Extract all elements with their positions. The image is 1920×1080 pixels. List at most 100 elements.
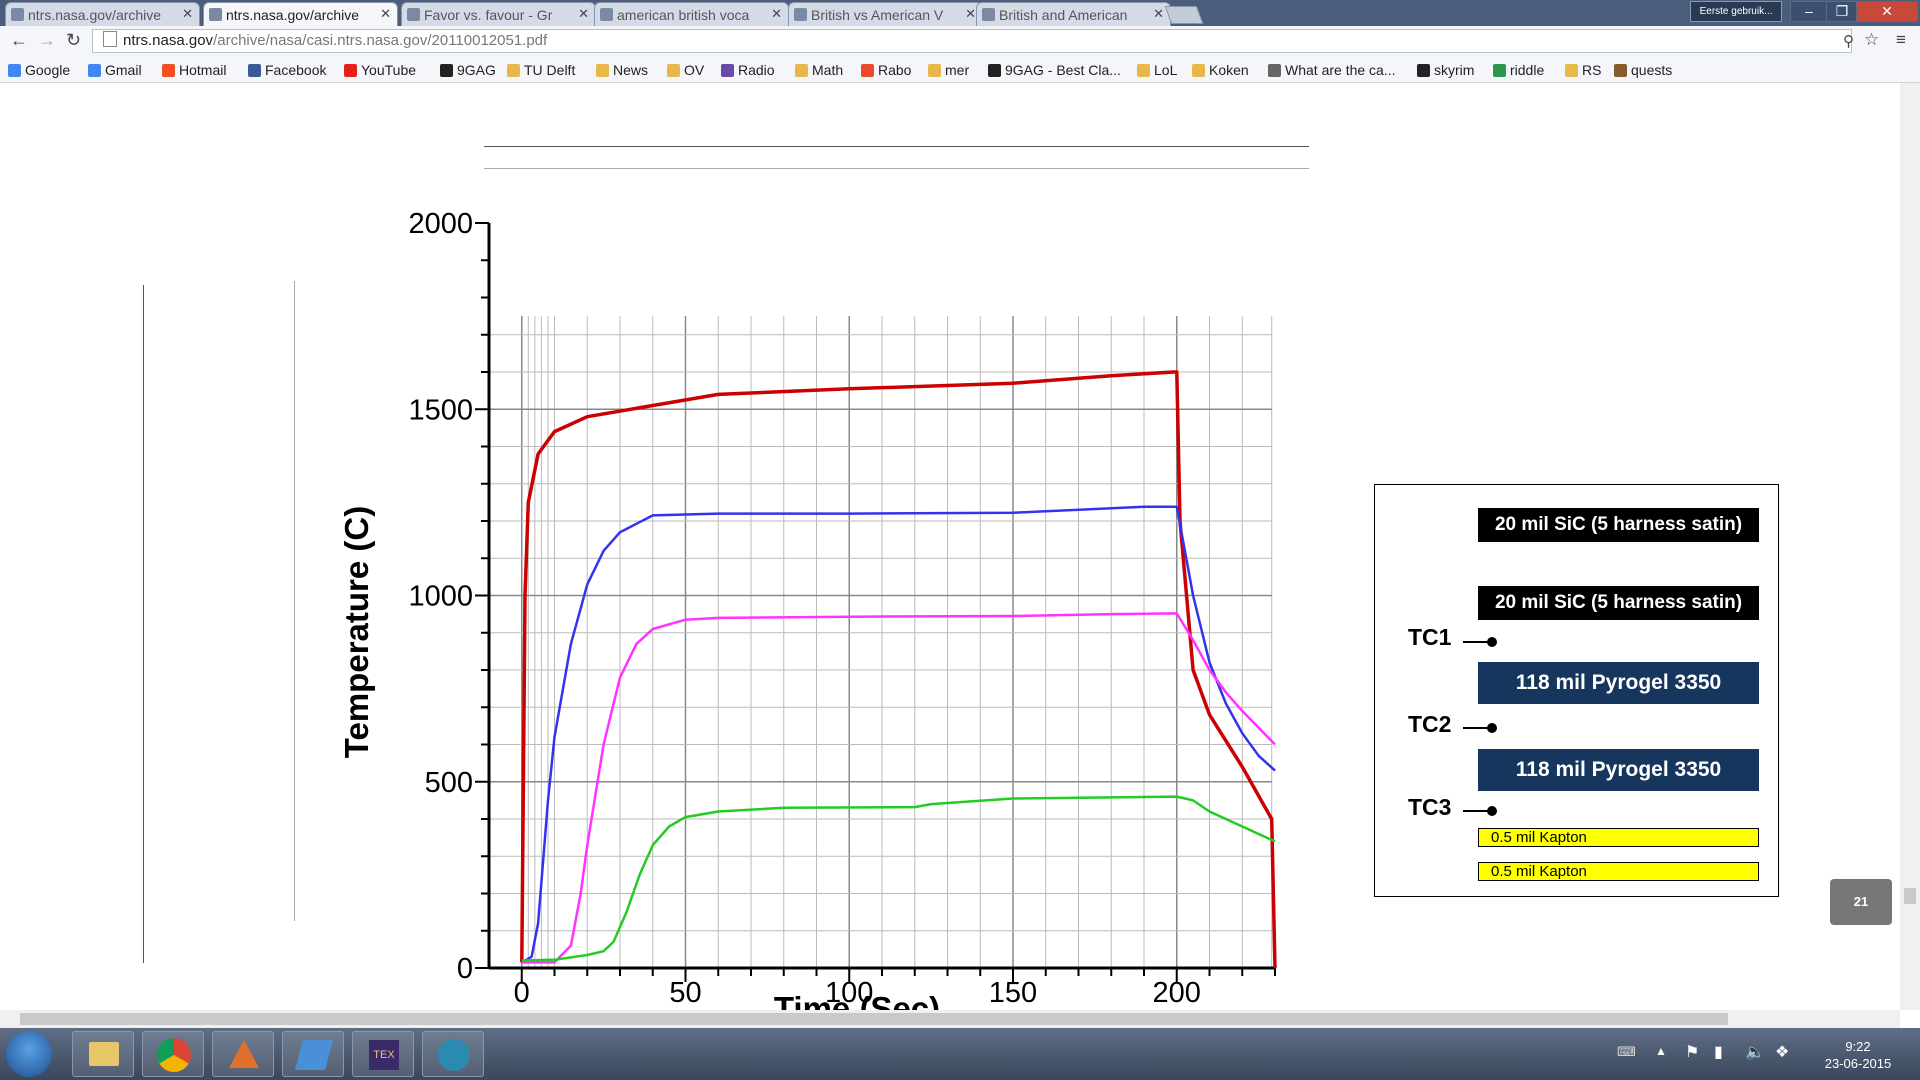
bookmark-icon	[507, 64, 520, 77]
tab-5[interactable]: British vs American V ✕	[788, 2, 983, 26]
close-tab-icon[interactable]: ✕	[380, 6, 391, 21]
clock-time: 9:22	[1845, 1039, 1871, 1054]
x-tick-label: 150	[989, 977, 1037, 1009]
start-button[interactable]	[6, 1031, 52, 1077]
address-bar[interactable]: ntrs.nasa.gov/archive/nasa/casi.ntrs.nas…	[92, 29, 1852, 53]
bookmark-12[interactable]: Rabo	[861, 62, 911, 78]
texstudio-icon[interactable]	[282, 1031, 344, 1077]
tab-label: British and American	[999, 7, 1128, 23]
forward-icon[interactable]: →	[38, 30, 56, 50]
bookmark-16[interactable]: Koken	[1192, 62, 1249, 78]
bookmark-icon	[1417, 64, 1430, 77]
layer-pyrogel-1: 118 mil Pyrogel 3350	[1478, 662, 1759, 704]
bookmark-19[interactable]: riddle	[1493, 62, 1544, 78]
bookmark-label: TU Delft	[524, 62, 576, 78]
minimize-button[interactable]: ‒	[1790, 1, 1828, 22]
bookmark-4[interactable]: Facebook	[248, 62, 326, 78]
app-icon[interactable]	[422, 1031, 484, 1077]
bookmark-icon	[162, 64, 175, 77]
tc2-dot-icon	[1487, 723, 1497, 733]
close-tab-icon[interactable]: ✕	[1153, 6, 1164, 21]
volume-icon[interactable]: 🔈	[1745, 1044, 1765, 1061]
bookmark-7[interactable]: TU Delft	[507, 62, 575, 78]
bookmark-label: LoL	[1154, 62, 1178, 78]
bookmark-9[interactable]: OV	[667, 62, 704, 78]
tab-1[interactable]: ntrs.nasa.gov/archive ✕	[5, 2, 200, 26]
bookmark-11[interactable]: Math	[795, 62, 843, 78]
bookmark-label: OV	[684, 62, 705, 78]
close-tab-icon[interactable]: ✕	[182, 6, 193, 21]
tab-4[interactable]: american british voca ✕	[594, 2, 789, 26]
layer-sic-1: 20 mil SiC (5 harness satin)	[1478, 508, 1759, 542]
new-tab-button[interactable]	[1164, 6, 1204, 24]
site-icon	[794, 8, 807, 21]
vertical-scroll-thumb[interactable]	[1904, 888, 1916, 904]
tc3-label: TC3	[1408, 794, 1452, 820]
close-tab-icon[interactable]: ✕	[965, 6, 976, 21]
bookmark-label: quests	[1631, 62, 1673, 78]
close-tab-icon[interactable]: ✕	[578, 6, 589, 21]
system-clock[interactable]: 9:22 23-06-2015	[1808, 1038, 1908, 1072]
series-line-1	[520, 370, 1277, 969]
temperature-chart: 0 500 1000 1500 2000 0 50 100 150 200 Temperature…	[338, 208, 1277, 1010]
tab-2[interactable]: ntrs.nasa.gov/archive ✕	[203, 2, 398, 26]
vertical-rule	[143, 285, 144, 963]
bookmark-5[interactable]: YouTube	[344, 62, 416, 78]
bookmark-17[interactable]: What are the ca...	[1268, 62, 1396, 78]
bookmark-13[interactable]: mer	[928, 62, 969, 78]
tex-icon[interactable]: TEX	[352, 1031, 414, 1077]
matlab-icon[interactable]	[212, 1031, 274, 1077]
profile-button[interactable]: Eerste gebruik...	[1690, 1, 1782, 22]
x-axis-label: Time (Sec)	[774, 990, 940, 1010]
zoom-icon[interactable]: ⚲	[1843, 33, 1854, 50]
bookmark-6[interactable]: 9GAG	[440, 62, 496, 78]
bookmark-label: riddle	[1510, 62, 1545, 78]
bookmark-icon	[1192, 64, 1205, 77]
reload-icon[interactable]: ↻	[66, 30, 82, 50]
nasa-icon	[209, 8, 222, 21]
bookmark-2[interactable]: Gmail	[88, 62, 142, 78]
bookmark-14[interactable]: 9GAG - Best Cla...	[988, 62, 1121, 78]
layup-legend: 20 mil SiC (5 harness satin) 20 mil SiC …	[1374, 484, 1779, 897]
bookmark-21[interactable]: quests	[1614, 62, 1672, 78]
horizontal-scroll-thumb[interactable]	[20, 1013, 1728, 1025]
back-icon[interactable]: ←	[10, 30, 28, 50]
action-center-icon[interactable]: ⚑	[1685, 1044, 1700, 1061]
bookmark-label: News	[613, 62, 649, 78]
close-tab-icon[interactable]: ✕	[771, 6, 782, 21]
bookmark-8[interactable]: News	[596, 62, 648, 78]
series-line-3	[521, 612, 1276, 964]
maximize-button[interactable]: ❐	[1826, 1, 1858, 22]
bookmark-icon	[1268, 64, 1281, 77]
bookmark-icon	[861, 64, 874, 77]
keyboard-icon[interactable]: ⌨	[1617, 1044, 1636, 1059]
bookmark-label: Radio	[738, 62, 775, 78]
menu-icon[interactable]: ≡	[1896, 30, 1906, 49]
layer-sic-2: 20 mil SiC (5 harness satin)	[1478, 586, 1759, 620]
bookmark-icon	[88, 64, 101, 77]
bookmark-20[interactable]: RS	[1565, 62, 1601, 78]
chrome-icon[interactable]	[142, 1031, 204, 1077]
bookmark-icon	[1493, 64, 1506, 77]
vertical-scrollbar[interactable]	[1900, 83, 1920, 1010]
clock-date: 23-06-2015	[1824, 1056, 1892, 1071]
bookmark-10[interactable]: Radio	[721, 62, 775, 78]
bookmark-18[interactable]: skyrim	[1417, 62, 1474, 78]
power-icon[interactable]: ▮	[1714, 1044, 1723, 1061]
explorer-icon[interactable]	[72, 1031, 134, 1077]
bookmarks-bar: Google Gmail Hotmail Facebook YouTube 9GAG TU …	[0, 58, 1920, 83]
bookmark-15[interactable]: LoL	[1137, 62, 1177, 78]
bookmark-3[interactable]: Hotmail	[162, 62, 226, 78]
layer-kapton-2: 0.5 mil Kapton	[1478, 862, 1759, 881]
dropbox-icon[interactable]: ❖	[1775, 1044, 1790, 1061]
horizontal-scrollbar[interactable]	[0, 1010, 1900, 1028]
divider-top	[484, 146, 1309, 147]
star-icon[interactable]: ☆	[1864, 30, 1880, 49]
bookmark-1[interactable]: Google	[8, 62, 70, 78]
nasa-icon	[11, 8, 24, 21]
close-window-button[interactable]: ✕	[1856, 1, 1918, 22]
tab-6[interactable]: British and American ✕	[976, 2, 1171, 26]
tab-3[interactable]: Favor vs. favour - Gr ✕	[401, 2, 596, 26]
layer-kapton-1: 0.5 mil Kapton	[1478, 828, 1759, 847]
tray-expand-icon[interactable]: ▲	[1655, 1044, 1667, 1058]
